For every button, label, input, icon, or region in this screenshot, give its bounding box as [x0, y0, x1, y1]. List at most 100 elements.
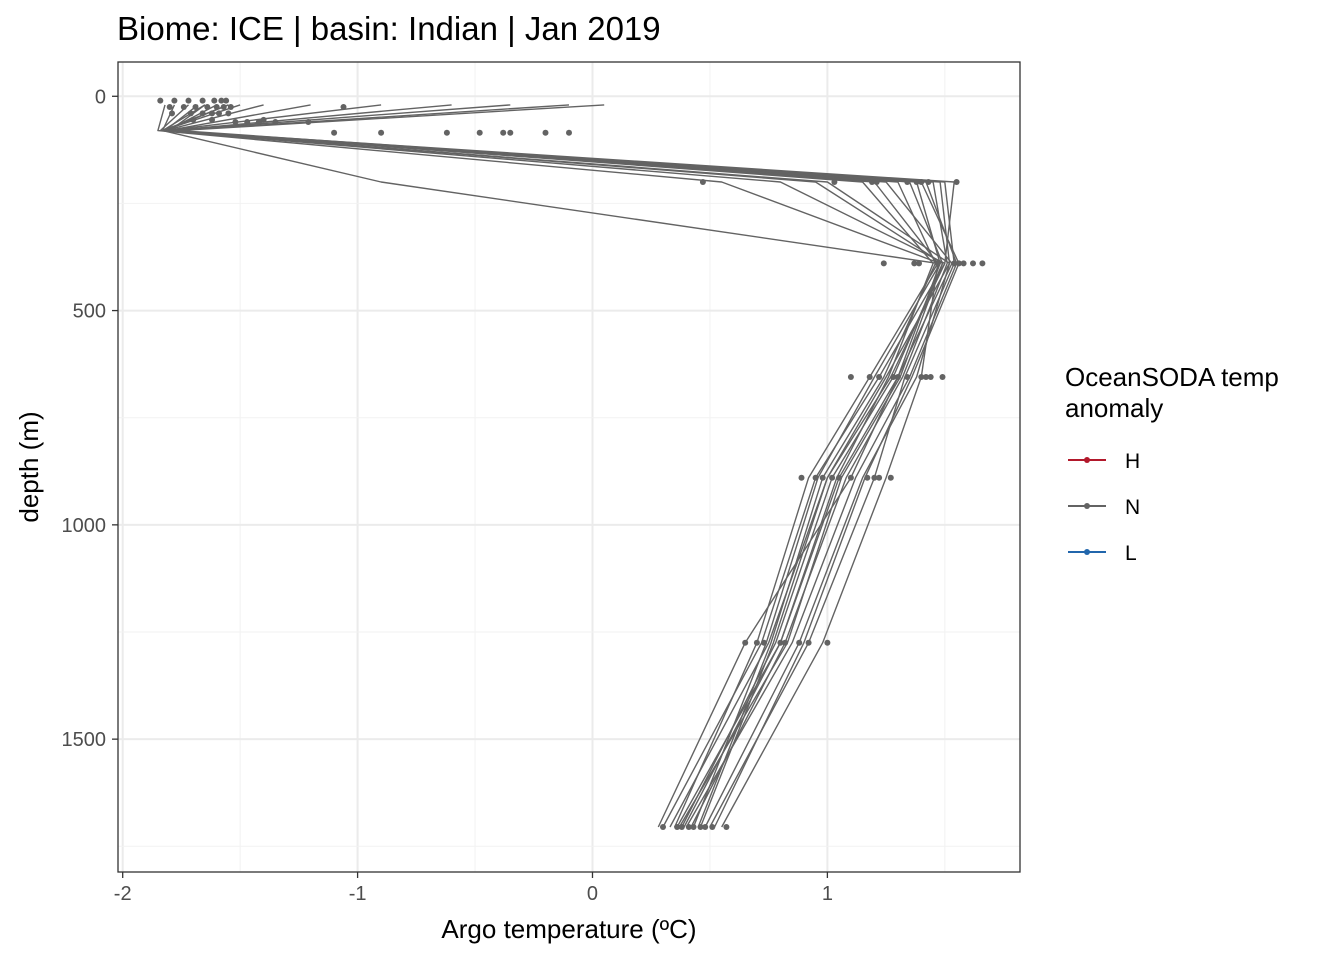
data-point	[213, 104, 220, 110]
data-point	[209, 116, 215, 123]
data-point	[927, 374, 934, 380]
data-point	[866, 374, 873, 380]
chart-title: Biome: ICE | basin: Indian | Jan 2019	[117, 10, 661, 47]
data-point	[187, 110, 194, 117]
data-point	[227, 104, 234, 110]
y-axis: 0 500 1000 1500	[62, 86, 118, 751]
profile-line	[157, 104, 941, 828]
data-point	[678, 824, 685, 830]
series-lines	[157, 104, 960, 828]
data-point	[690, 824, 697, 830]
data-point	[697, 824, 704, 830]
data-point	[742, 639, 749, 646]
data-point	[185, 97, 192, 104]
data-point	[916, 260, 922, 267]
data-point	[674, 824, 681, 830]
x-axis: -2 -1 0 1	[114, 872, 833, 905]
data-point	[955, 260, 962, 267]
data-point	[847, 474, 854, 481]
legend-label: H	[1125, 450, 1140, 473]
data-point	[166, 104, 173, 110]
data-point	[244, 119, 251, 125]
data-point	[255, 119, 262, 125]
y-tick-label: 0	[95, 86, 106, 108]
data-point	[970, 260, 976, 267]
profile-line	[161, 104, 944, 828]
data-point	[876, 474, 883, 481]
data-point	[209, 110, 215, 117]
data-point	[199, 97, 206, 104]
data-point	[157, 97, 164, 104]
y-tick-label: 1000	[62, 515, 107, 537]
profile-line	[161, 104, 939, 828]
data-point	[476, 129, 483, 136]
data-point	[831, 179, 838, 185]
data-point	[180, 104, 187, 110]
panel-border	[117, 61, 1021, 873]
data-point	[204, 104, 211, 110]
y-tick-label: 1500	[62, 729, 107, 751]
data-point	[951, 260, 958, 267]
data-point	[199, 110, 206, 117]
data-point	[913, 179, 920, 185]
data-point	[225, 110, 232, 117]
data-point	[542, 129, 549, 136]
data-point	[331, 129, 338, 136]
legend-key-point	[1084, 457, 1090, 463]
data-point	[378, 129, 385, 136]
legend-key-point	[1084, 549, 1090, 555]
data-point	[272, 119, 279, 125]
legend-title-line-2: anomaly	[1065, 393, 1163, 423]
data-point	[918, 179, 925, 185]
data-point	[260, 116, 267, 123]
data-point	[890, 374, 897, 380]
data-point	[305, 119, 312, 125]
data-point	[796, 639, 803, 646]
legend-label: L	[1125, 542, 1137, 565]
profile-line	[173, 104, 934, 828]
data-point	[836, 474, 843, 481]
x-axis-title: Argo temperature (ºC)	[441, 914, 696, 944]
data-point	[753, 639, 760, 646]
data-point	[777, 639, 784, 646]
data-point	[169, 110, 175, 117]
data-point	[876, 374, 883, 380]
data-point	[812, 474, 819, 481]
legend-label: N	[1125, 496, 1140, 519]
data-point	[904, 179, 911, 185]
data-point	[871, 474, 878, 481]
legend: OceanSODA temp anomaly HNL	[1065, 362, 1279, 565]
legend-entries: HNL	[1068, 450, 1140, 565]
data-point	[500, 129, 507, 136]
data-point	[934, 260, 941, 267]
data-point	[923, 374, 929, 380]
data-point	[887, 474, 894, 481]
x-tick-label: -1	[349, 883, 367, 905]
data-point	[723, 824, 730, 830]
data-point	[911, 260, 918, 267]
data-point	[685, 824, 692, 830]
data-point	[761, 639, 767, 646]
data-point	[782, 639, 789, 646]
data-point	[925, 179, 932, 185]
data-point	[880, 260, 887, 267]
data-point	[918, 374, 925, 380]
data-point	[192, 104, 199, 110]
data-point	[864, 474, 871, 481]
data-point	[904, 374, 911, 380]
legend-key-point	[1084, 503, 1090, 509]
data-point	[211, 97, 218, 104]
data-point	[566, 129, 572, 136]
data-point	[798, 474, 805, 481]
x-tick-label: 1	[822, 883, 833, 905]
data-point	[190, 116, 197, 123]
data-point	[894, 374, 901, 380]
data-point	[220, 104, 227, 110]
data-point	[171, 97, 178, 104]
profile-line	[178, 104, 960, 828]
grid	[118, 62, 1020, 872]
data-point	[847, 374, 854, 380]
data-point	[699, 179, 706, 185]
data-point	[218, 97, 225, 104]
